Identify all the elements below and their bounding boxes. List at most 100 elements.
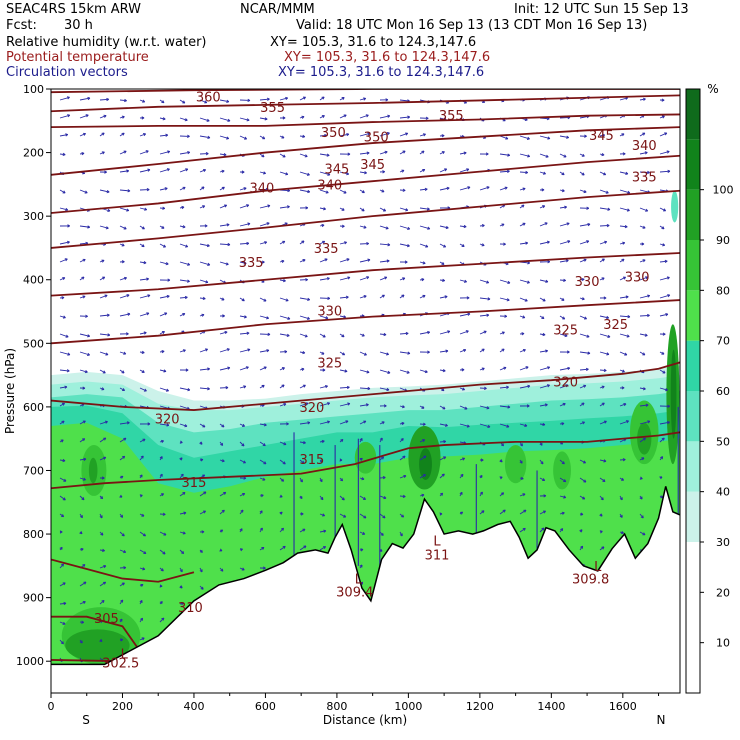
- wind-vector: [519, 222, 526, 227]
- wind-vector: [459, 168, 469, 173]
- wind-arrowhead: [422, 168, 426, 172]
- wind-arrowhead: [123, 550, 127, 554]
- wind-vector: [259, 423, 267, 426]
- wind-arrowhead: [283, 403, 287, 407]
- wind-arrowhead: [199, 441, 203, 445]
- wind-arrowhead: [79, 531, 83, 535]
- wind-vector: [599, 459, 607, 462]
- y-tick-label: 700: [23, 464, 44, 477]
- wind-arrowhead: [539, 442, 543, 446]
- wind-arrowhead: [305, 278, 308, 282]
- wind-arrowhead: [141, 637, 145, 641]
- wind-vector: [299, 384, 306, 389]
- contour-label: 335: [314, 242, 339, 257]
- wind-arrowhead: [319, 479, 323, 483]
- x-tick-label: 0: [48, 700, 55, 713]
- wind-arrowhead: [220, 568, 224, 572]
- wind-arrowhead: [225, 262, 229, 266]
- wind-arrowhead: [321, 439, 325, 444]
- wind-arrowhead: [582, 421, 585, 425]
- contour-label: 310: [178, 601, 203, 616]
- wind-vector: [599, 420, 607, 425]
- wind-arrowhead: [443, 456, 447, 460]
- wind-arrowhead: [626, 420, 629, 424]
- wind-arrowhead: [540, 461, 544, 465]
- wind-vector: [119, 99, 127, 102]
- wind-vector: [519, 527, 526, 533]
- y-tick-label: 400: [23, 274, 44, 287]
- wind-arrowhead: [642, 132, 646, 136]
- wind-arrowhead: [361, 477, 365, 481]
- wind-arrowhead: [263, 171, 266, 175]
- wind-arrowhead: [107, 208, 111, 212]
- rh-blob: [419, 448, 432, 481]
- wind-arrowhead: [80, 548, 84, 552]
- wind-arrowhead: [407, 115, 411, 119]
- wind-arrowhead: [642, 259, 646, 263]
- wind-vector: [319, 385, 328, 389]
- wind-arrowhead: [82, 258, 86, 262]
- wind-arrowhead: [144, 207, 148, 211]
- wind-vector: [499, 423, 510, 428]
- wind-arrowhead: [463, 348, 467, 353]
- wind-vector: [659, 294, 670, 299]
- wind-vector: [359, 152, 370, 155]
- contour-label: 320: [155, 412, 180, 427]
- wind-arrowhead: [266, 316, 270, 320]
- theta-contour-315: [51, 431, 680, 490]
- wind-arrowhead: [560, 528, 564, 532]
- wind-vector: [59, 315, 66, 319]
- field-theta-name: Potential temperature: [6, 50, 149, 65]
- wind-vector: [619, 207, 630, 211]
- x-tick-label: 1200: [466, 700, 494, 713]
- wind-arrowhead: [324, 133, 328, 138]
- wind-arrowhead: [386, 259, 390, 263]
- wind-arrowhead: [379, 437, 383, 441]
- wind-arrowhead: [363, 97, 367, 101]
- wind-arrowhead: [282, 461, 286, 465]
- wind-vector: [339, 171, 349, 175]
- wind-arrowhead: [207, 387, 210, 391]
- wind-arrowhead: [187, 262, 191, 266]
- wind-vector: [379, 333, 387, 336]
- wind-arrowhead: [161, 617, 165, 621]
- wind-vector: [579, 315, 587, 320]
- wind-vector: [399, 475, 407, 479]
- wind-vector: [499, 135, 509, 140]
- wind-arrowhead: [647, 420, 651, 424]
- wind-arrowhead: [363, 420, 367, 424]
- wind-arrowhead: [63, 478, 67, 482]
- rh-blob: [553, 451, 571, 490]
- contour-label: 340: [317, 178, 342, 193]
- wind-arrowhead: [567, 240, 571, 244]
- wind-arrowhead: [302, 384, 306, 388]
- wind-vector: [539, 279, 548, 283]
- wind-arrowhead: [161, 331, 165, 334]
- wind-arrowhead: [581, 277, 585, 282]
- wind-vector: [479, 186, 490, 191]
- wind-arrowhead: [100, 496, 104, 500]
- wind-arrowhead: [143, 331, 147, 335]
- wind-arrowhead: [306, 316, 310, 320]
- wind-arrowhead: [444, 168, 448, 172]
- wind-arrowhead: [462, 457, 466, 461]
- wind-arrowhead: [119, 618, 123, 622]
- wind-arrowhead: [463, 151, 467, 155]
- wind-vector: [319, 530, 327, 533]
- wind-vector: [279, 297, 289, 302]
- wind-arrowhead: [606, 223, 610, 228]
- wind-arrowhead: [621, 386, 625, 390]
- wind-arrowhead: [601, 258, 605, 262]
- wind-arrowhead: [121, 533, 125, 537]
- wind-vector: [639, 207, 648, 212]
- wind-vector: [639, 387, 646, 390]
- wind-arrowhead: [205, 348, 208, 352]
- wind-arrowhead: [527, 154, 531, 158]
- wind-vector: [379, 151, 388, 155]
- wind-vector: [279, 545, 286, 551]
- wind-arrowhead: [601, 277, 605, 281]
- wind-vector: [539, 153, 549, 158]
- wind-arrowhead: [126, 208, 130, 212]
- wind-arrowhead: [324, 258, 328, 262]
- contour-label: 330: [317, 304, 342, 319]
